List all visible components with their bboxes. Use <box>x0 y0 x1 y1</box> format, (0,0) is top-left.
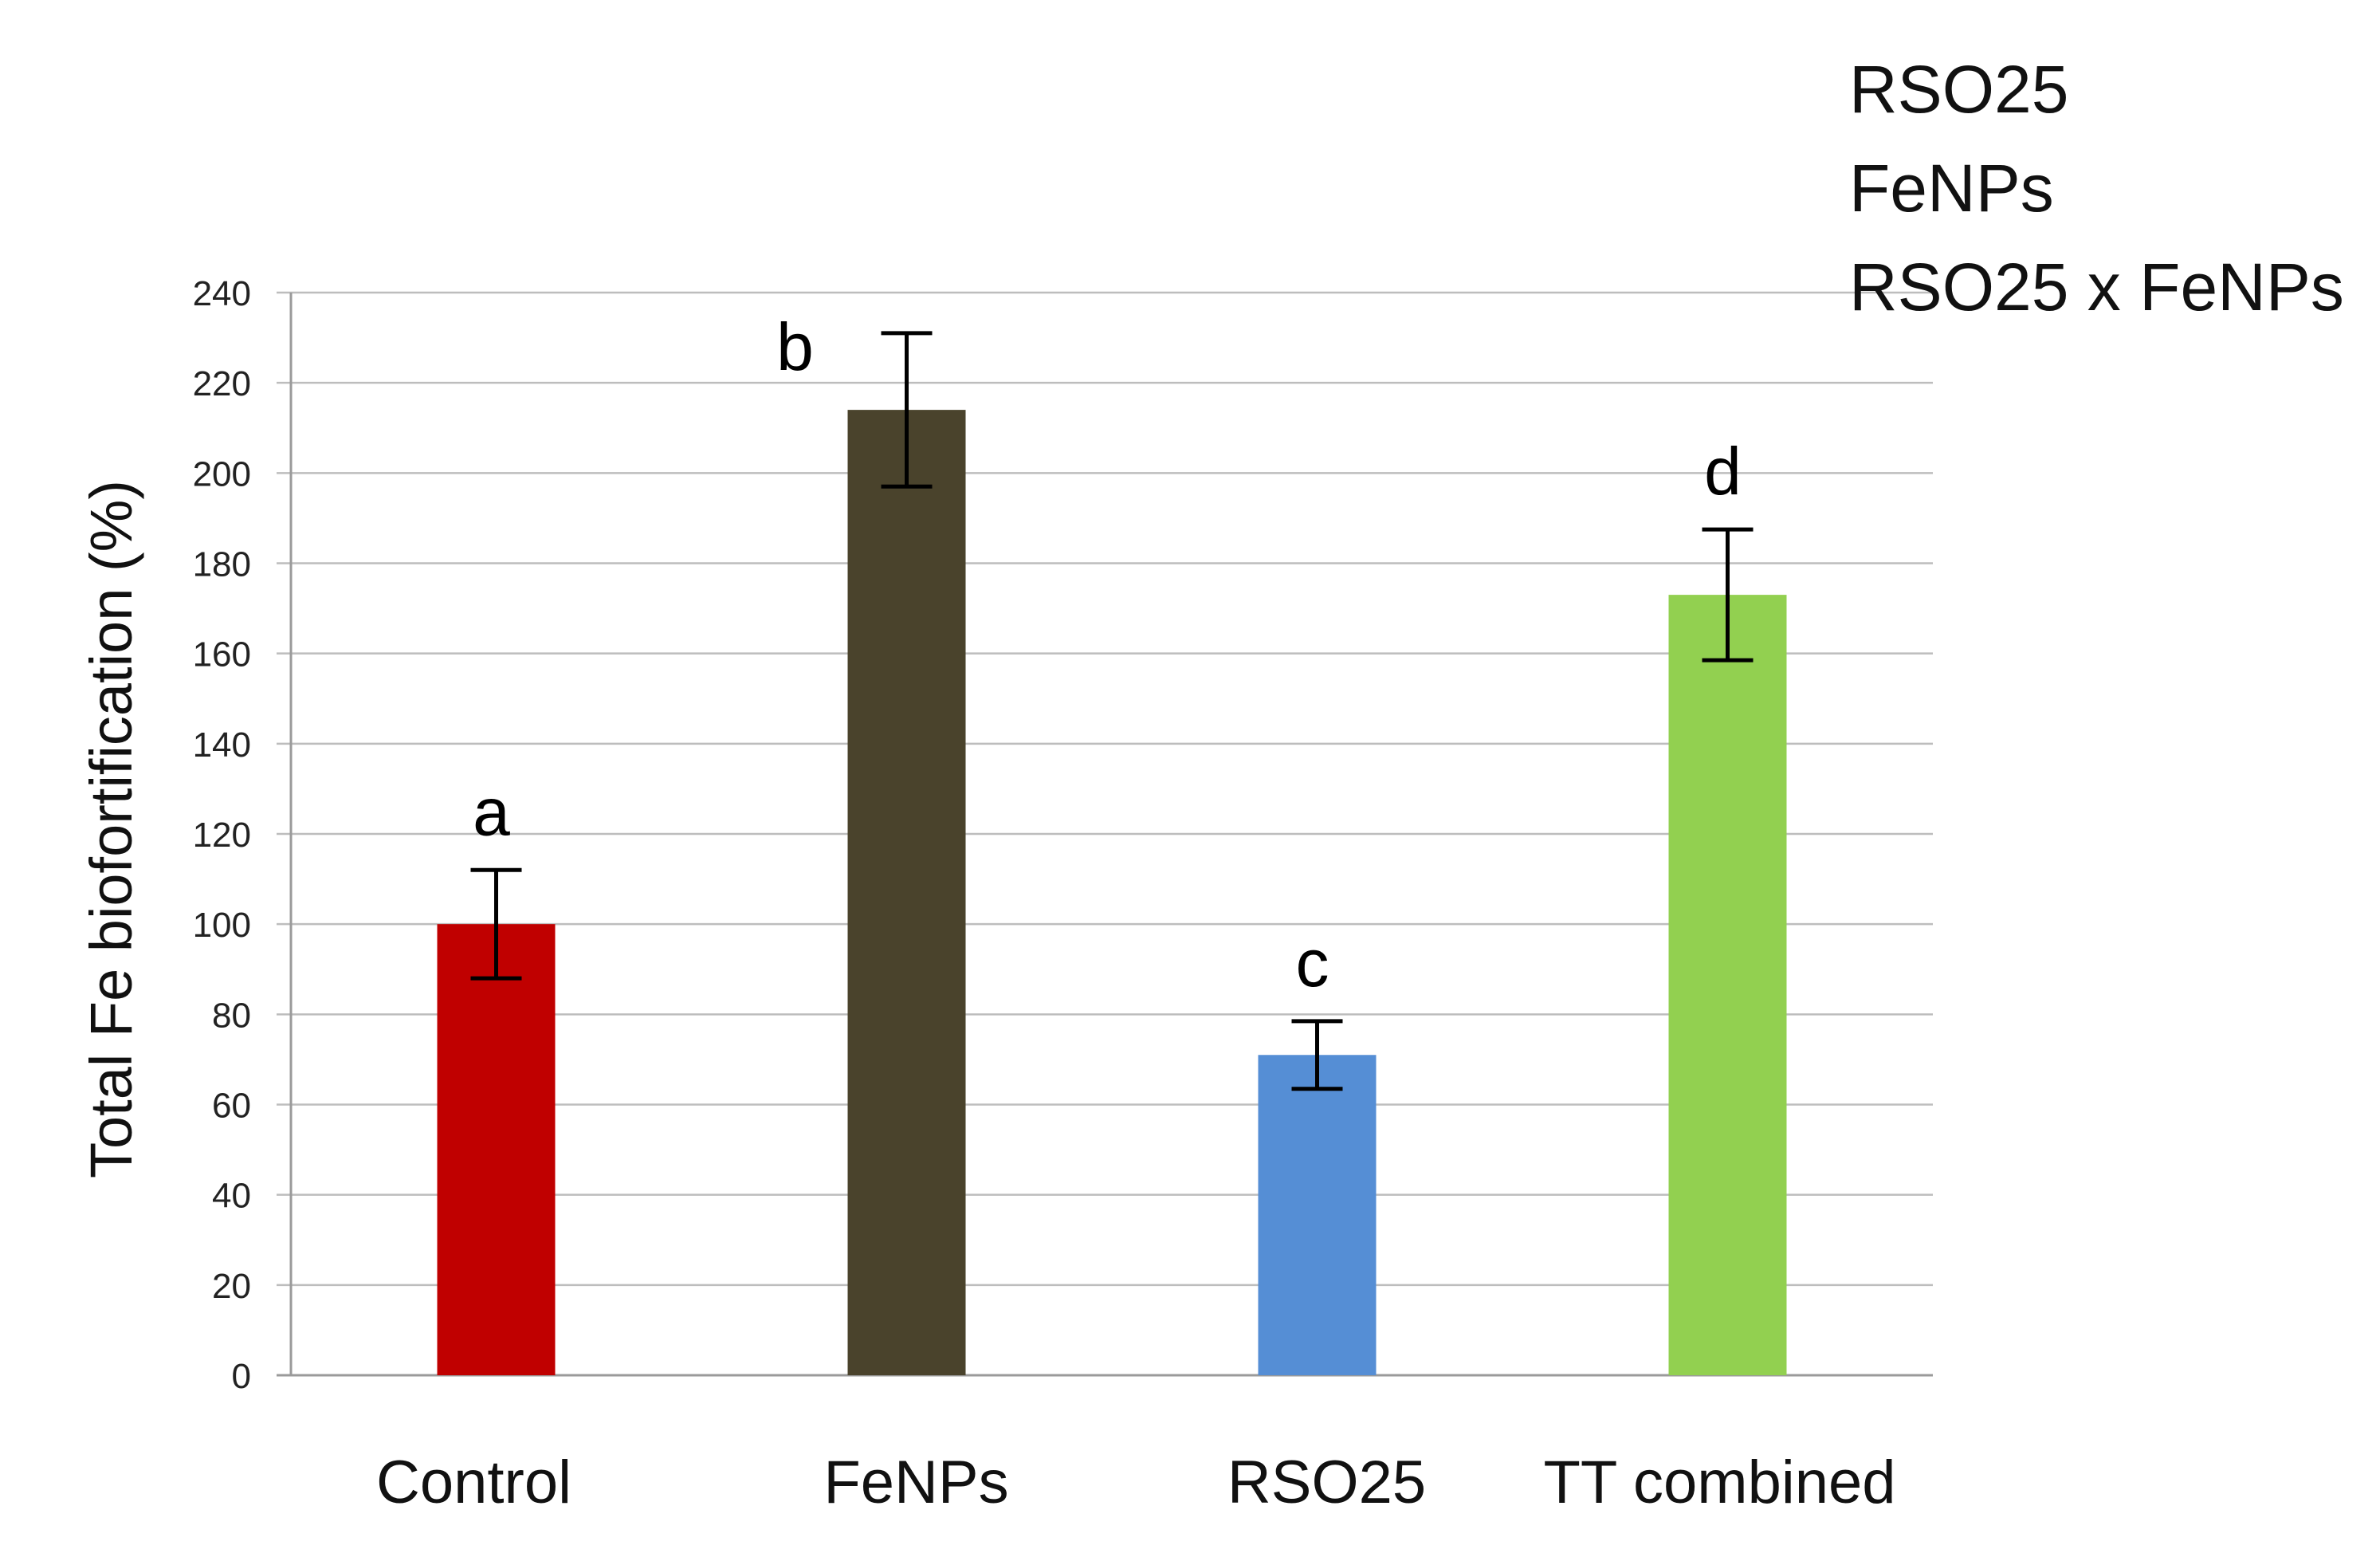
bar <box>1668 595 1787 1375</box>
y-tick-label: 60 <box>212 1087 251 1126</box>
bar <box>847 410 966 1375</box>
y-tick-label: 240 <box>193 274 251 313</box>
y-tick-label: 40 <box>212 1177 251 1216</box>
legend-item: FeNPs <box>1849 151 2054 226</box>
y-tick-label: 180 <box>193 545 251 584</box>
legend-item: RSO25 x FeNPs <box>1849 250 2344 324</box>
significance-letter: b <box>776 309 814 384</box>
significance-letter: d <box>1704 434 1742 509</box>
y-tick-label: 120 <box>193 816 251 855</box>
y-tick-label: 160 <box>193 635 251 674</box>
x-tick-label: RSO25 <box>1227 1449 1426 1516</box>
bar <box>437 924 556 1375</box>
y-tick-labels: 0 20 40 60 80 100 120 140 160 180 200 220 240 <box>193 274 251 1396</box>
legend: RSO25 FeNPs RSO25 x FeNPs <box>1849 40 2344 336</box>
legend-item: RSO25 <box>1849 52 2069 127</box>
x-tick-labels: Control FeNPs RSO25 TT combined <box>376 1449 1896 1516</box>
y-tick-label: 100 <box>193 906 251 945</box>
error-bars <box>470 331 1754 1091</box>
x-tick-label: Control <box>376 1449 571 1516</box>
y-tick-label: 220 <box>193 364 251 403</box>
significance-letters: a b c d <box>473 309 1742 1001</box>
significance-letter: c <box>1296 926 1329 1001</box>
y-axis-label: Total Fe biofortification (%) <box>78 480 144 1178</box>
y-tick-label: 140 <box>193 725 251 765</box>
y-tick-label: 0 <box>232 1357 251 1396</box>
y-tick-label: 200 <box>193 454 251 493</box>
x-tick-label: TT combined <box>1543 1449 1895 1516</box>
x-tick-label: FeNPs <box>823 1449 1008 1516</box>
bars <box>437 410 1787 1375</box>
y-tick-label: 80 <box>212 996 251 1035</box>
significance-letter: a <box>473 774 510 849</box>
y-tick-label: 20 <box>212 1267 251 1306</box>
bar <box>1258 1055 1377 1375</box>
